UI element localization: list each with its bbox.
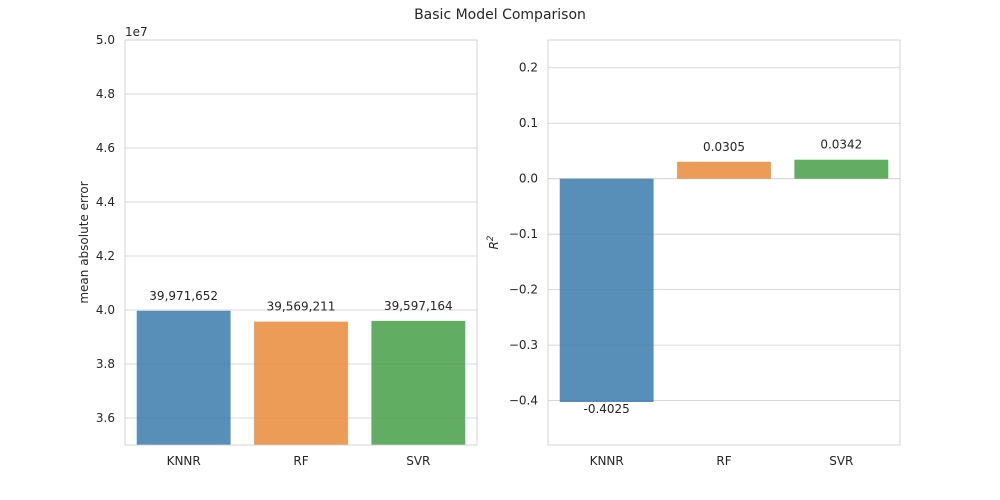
mae-ytick-label: 4.6	[96, 141, 115, 155]
r2-ylabel-superscript: 2	[486, 235, 496, 241]
mae-bar-svr	[371, 320, 466, 445]
mae-ytick-label: 3.8	[96, 357, 115, 371]
r2-value-label: 0.0305	[703, 140, 745, 154]
r2-ytick-label: −0.4	[509, 394, 538, 408]
r2-ytick-label: 0.0	[519, 172, 538, 186]
mae-bar-knnr	[136, 310, 231, 445]
r2-ytick-label: −0.3	[509, 338, 538, 352]
figure-title: Basic Model Comparison	[414, 7, 586, 23]
mae-value-label: 39,569,211	[267, 300, 336, 314]
r2-ylabel: R2	[486, 235, 501, 249]
mae-xtick-label: SVR	[406, 454, 430, 468]
mae-ytick-label: 4.4	[96, 195, 115, 209]
mae-ylabel: mean absolute error	[77, 181, 91, 303]
mae-value-label: 39,971,652	[149, 289, 218, 303]
r2-xtick-label: KNNR	[590, 454, 624, 468]
r2-value-label: -0.4025	[584, 402, 630, 416]
mae-ytick-label: 3.6	[96, 411, 115, 425]
r2-ytick-label: −0.2	[509, 283, 538, 297]
mae-axes: 3.6 3.8 4.0 4.2 4.4 4.6 4.8 5.0 39,971,652 KNNR 39…	[77, 25, 478, 468]
r2-xtick-label: RF	[716, 454, 731, 468]
mae-ytick-label: 4.0	[96, 303, 115, 317]
r2-bar-rf	[677, 161, 771, 179]
mae-value-label: 39,597,164	[384, 299, 453, 313]
mae-ytick-label: 4.2	[96, 249, 115, 263]
r2-bar-svr	[794, 159, 889, 179]
mae-ytick-label: 4.8	[96, 87, 115, 101]
r2-bar-knnr	[559, 178, 654, 403]
r2-frame	[547, 39, 901, 446]
r2-axes: −0.4 −0.3 −0.2 −0.1 0.0 0.1 0.2 -0.4025 KNNR 0.03…	[486, 39, 901, 468]
r2-xtick-label: SVR	[829, 454, 853, 468]
mae-xtick-label: KNNR	[167, 454, 201, 468]
r2-value-label: 0.0342	[820, 138, 862, 152]
r2-ytick-label: 0.2	[519, 61, 538, 75]
mae-frame	[124, 39, 478, 446]
mae-ytick-label: 5.0	[96, 33, 115, 47]
r2-ytick-label: 0.1	[519, 116, 538, 130]
r2-ytick-label: −0.1	[509, 227, 538, 241]
mae-xtick-label: RF	[293, 454, 308, 468]
mae-offset-text: 1e7	[125, 25, 148, 39]
mae-bar-rf	[254, 321, 348, 445]
